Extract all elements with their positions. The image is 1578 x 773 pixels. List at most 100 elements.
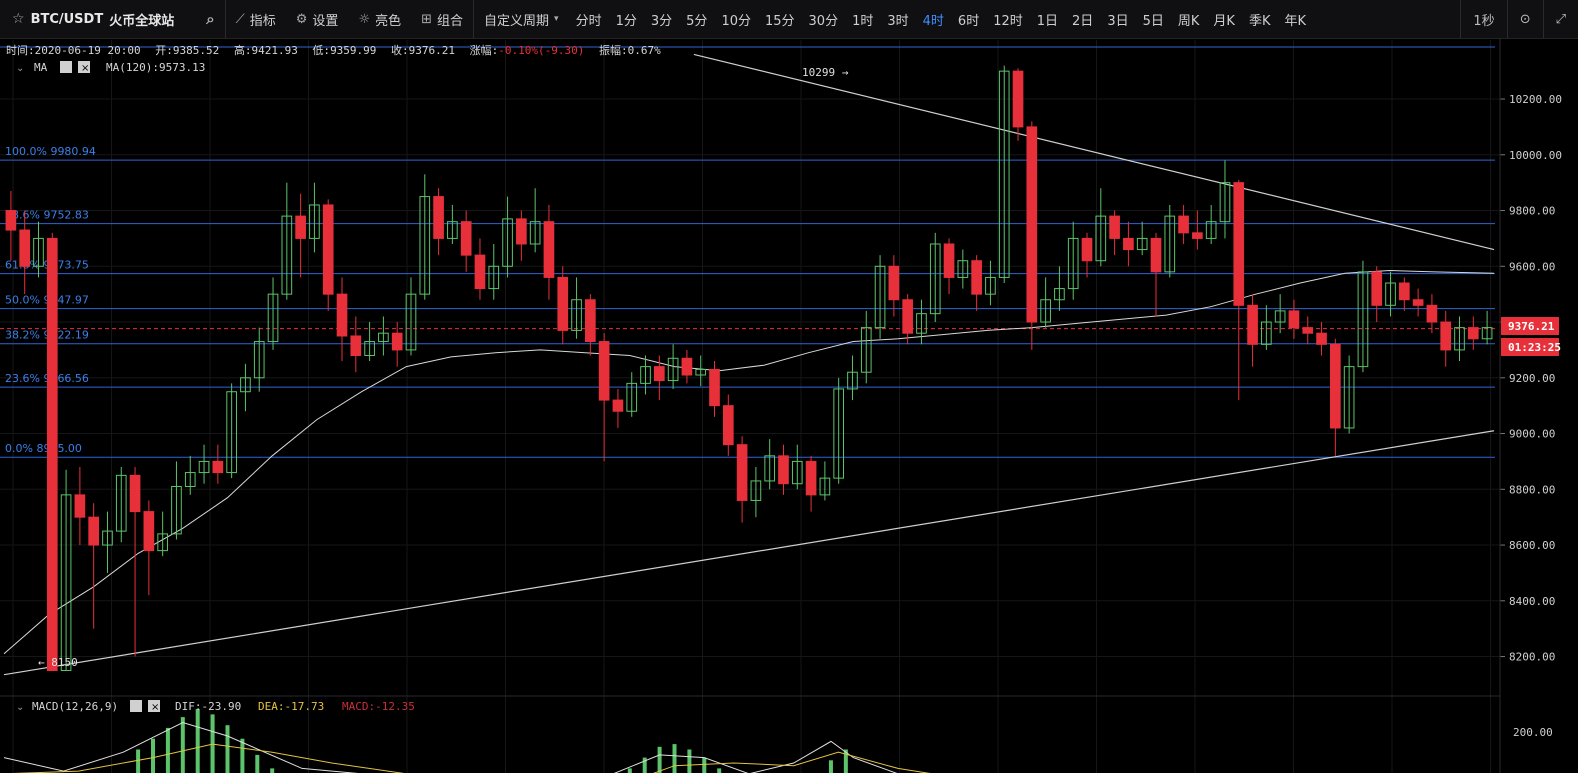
candle bbox=[612, 388, 624, 428]
time-value: 2020-06-19 20:00 bbox=[35, 44, 141, 57]
candle-body bbox=[640, 366, 651, 384]
candle-body bbox=[1109, 215, 1120, 239]
macd-close-icon[interactable] bbox=[148, 700, 160, 712]
period-tab[interactable]: 1日 bbox=[1036, 13, 1059, 29]
open-label: 开: bbox=[155, 44, 173, 57]
candle bbox=[778, 444, 789, 495]
candle-body bbox=[1467, 327, 1479, 340]
period-tab[interactable]: 3时 bbox=[887, 13, 909, 29]
low-price-text: 8150 bbox=[51, 656, 78, 669]
ma-settings-icon[interactable] bbox=[60, 61, 72, 73]
period-tab[interactable]: 1时 bbox=[852, 13, 874, 29]
candle bbox=[626, 372, 638, 417]
candle-body bbox=[833, 388, 845, 479]
macd-legend-name: MACD(12,26,9) bbox=[32, 700, 118, 713]
symbol-selector[interactable]: ☆ BTC/USDT 火币全球站 ⌕ bbox=[0, 0, 226, 38]
info-bar: 时间:2020-06-19 20:00 开:9385.52 高:9421.93 … bbox=[6, 43, 661, 57]
candle bbox=[902, 294, 913, 345]
period-tab[interactable]: 1分 bbox=[615, 13, 637, 29]
candle-body bbox=[998, 70, 1010, 278]
candle bbox=[1357, 260, 1369, 373]
candle bbox=[847, 355, 858, 401]
low-label: 低: bbox=[312, 44, 330, 57]
countdown-text: 01:23:25 bbox=[1508, 341, 1561, 354]
candle-body bbox=[709, 368, 720, 407]
macd-hist-value: MACD:-12.35 bbox=[342, 700, 415, 713]
candle bbox=[860, 310, 872, 384]
candle-body bbox=[1205, 221, 1217, 239]
macd-collapse-icon[interactable]: ⌄ bbox=[16, 702, 24, 713]
period-tab[interactable]: 5分 bbox=[686, 13, 708, 29]
fullscreen-button[interactable]: ⤢ bbox=[1542, 0, 1578, 38]
period-tab[interactable]: 15分 bbox=[764, 13, 795, 29]
candle-body bbox=[1054, 288, 1065, 301]
candle-body bbox=[129, 474, 141, 513]
candle-body bbox=[115, 474, 127, 532]
candle bbox=[1343, 355, 1355, 434]
candle bbox=[653, 355, 665, 401]
macd-settings-icon[interactable] bbox=[130, 700, 142, 712]
period-tab[interactable]: 4时 bbox=[922, 13, 944, 29]
interval-1s-button[interactable]: 1秒 bbox=[1460, 0, 1506, 38]
ma-collapse-icon[interactable]: ⌄ bbox=[16, 63, 24, 74]
star-icon[interactable]: ☆ bbox=[12, 11, 25, 27]
candle-body bbox=[419, 196, 431, 295]
candle bbox=[1205, 204, 1217, 244]
layout-combo-button[interactable]: ⊞ 组合 bbox=[411, 0, 473, 38]
indicators-button[interactable]: ⟋ 指标 bbox=[226, 0, 286, 38]
settings-button[interactable]: ⚙ 设置 bbox=[286, 0, 349, 38]
candle bbox=[102, 511, 113, 573]
period-tab[interactable]: 3日 bbox=[1107, 13, 1129, 29]
candle bbox=[1454, 316, 1465, 362]
fib-level-label: 100.0% 9980.94 bbox=[5, 145, 96, 158]
candle bbox=[543, 204, 555, 300]
period-tab[interactable]: 6时 bbox=[957, 13, 980, 29]
candle-body bbox=[1067, 237, 1079, 290]
candle-body bbox=[612, 399, 624, 412]
candle bbox=[74, 466, 86, 546]
period-tab[interactable]: 5日 bbox=[1142, 13, 1164, 29]
ma-close-icon[interactable] bbox=[78, 61, 90, 73]
period-tab[interactable]: 分时 bbox=[575, 13, 602, 29]
candle-body bbox=[336, 293, 348, 337]
custom-period-dropdown[interactable]: 自定义周期 ▾ bbox=[474, 0, 569, 38]
period-tab[interactable]: 月K bbox=[1213, 13, 1235, 29]
candle bbox=[474, 238, 486, 300]
trendlines[interactable] bbox=[3, 53, 1495, 676]
candle bbox=[1467, 316, 1479, 350]
candle-body bbox=[653, 366, 665, 382]
candle-body bbox=[819, 477, 831, 496]
light-theme-button[interactable]: ☼ 亮色 bbox=[348, 0, 411, 38]
period-tab[interactable]: 季K bbox=[1248, 13, 1271, 29]
trendline-support bbox=[3, 430, 1495, 676]
screenshot-button[interactable]: ⊙ bbox=[1506, 0, 1543, 38]
period-tab[interactable]: 年K bbox=[1284, 13, 1306, 29]
candle-body bbox=[1261, 321, 1272, 345]
candle-body bbox=[1343, 366, 1355, 429]
candle bbox=[943, 238, 955, 295]
period-tab[interactable]: 12时 bbox=[993, 13, 1023, 29]
candle-body bbox=[957, 260, 969, 278]
amplitude-label: 振幅: bbox=[599, 43, 628, 57]
period-tab[interactable]: 3分 bbox=[650, 13, 673, 29]
search-icon[interactable]: ⌕ bbox=[206, 10, 215, 28]
candle bbox=[1330, 338, 1341, 456]
candle bbox=[750, 466, 762, 518]
candle-body bbox=[253, 341, 265, 379]
candle bbox=[819, 461, 831, 501]
candle-body bbox=[1026, 126, 1038, 323]
candle bbox=[1302, 316, 1314, 345]
candle bbox=[1150, 232, 1162, 317]
period-tab[interactable]: 10分 bbox=[721, 13, 751, 29]
price-tick-label: 8200.00 bbox=[1509, 651, 1555, 664]
macd-histogram-bar bbox=[642, 757, 647, 773]
candle-body bbox=[626, 382, 638, 412]
custom-period-label: 自定义周期 bbox=[484, 13, 550, 29]
candle bbox=[681, 349, 693, 384]
period-tab[interactable]: 2日 bbox=[1072, 13, 1094, 29]
period-tab[interactable]: 周K bbox=[1177, 13, 1200, 29]
layout-combo-label: 组合 bbox=[437, 13, 464, 29]
period-tab[interactable]: 30分 bbox=[808, 13, 839, 29]
